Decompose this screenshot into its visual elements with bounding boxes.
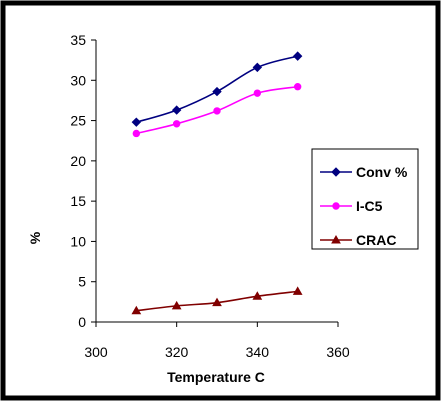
data-point-conv [171,105,182,115]
data-point-i-c5 [132,129,141,138]
legend-label: CRAC [356,232,396,248]
x-axis-ticks: 300 320 340 360 [84,322,350,360]
data-point-crac [292,286,303,295]
legend-item-i-c5: I-C5 [320,198,383,214]
data-point-crac [131,305,142,315]
y-tick-label: 25 [70,113,86,129]
series-conv [131,51,303,127]
legend-label: Conv % [356,164,408,180]
x-tick-label: 320 [165,344,189,360]
legend-item-conv: Conv % [320,164,408,180]
data-point-i-c5 [253,89,262,97]
legend-marker [331,167,341,177]
legend-items: Conv % I-C5 CRAC [320,164,408,248]
data-point-conv [252,62,263,73]
legend-item-crac: CRAC [320,232,396,248]
data-point-conv [212,86,222,97]
x-tick-label: 340 [246,344,270,360]
legend-marker [332,202,340,210]
x-tick-label: 360 [326,344,350,360]
legend-box [311,148,419,250]
y-axis-title: % [27,231,43,244]
legend-label: I-C5 [356,198,383,214]
data-point-i-c5 [172,120,181,128]
y-tick-label: 35 [70,32,86,48]
y-tick-label: 20 [70,153,86,169]
legend: Conv % I-C5 CRAC [311,148,419,250]
data-point-conv [131,117,142,127]
y-tick-label: 10 [70,233,86,249]
y-tick-label: 30 [70,72,86,88]
data-point-i-c5 [293,83,302,91]
series-crac [131,286,303,315]
x-tick-label: 300 [84,344,108,360]
data-point-conv [292,51,303,61]
x-axis-title: Temperature C [167,369,265,385]
series-layer [131,51,303,315]
legend-marker [331,234,341,244]
series-i-c5 [132,83,302,138]
data-point-crac [212,297,222,307]
y-tick-label: 0 [78,314,86,330]
y-tick-label: 5 [78,274,86,290]
axes [95,40,338,323]
data-point-i-c5 [213,107,221,115]
data-point-crac [171,300,182,310]
y-tick-label: 15 [70,193,86,209]
y-axis-ticks: 0 5 10 15 20 25 30 35 [70,32,96,330]
data-point-crac [252,291,263,300]
